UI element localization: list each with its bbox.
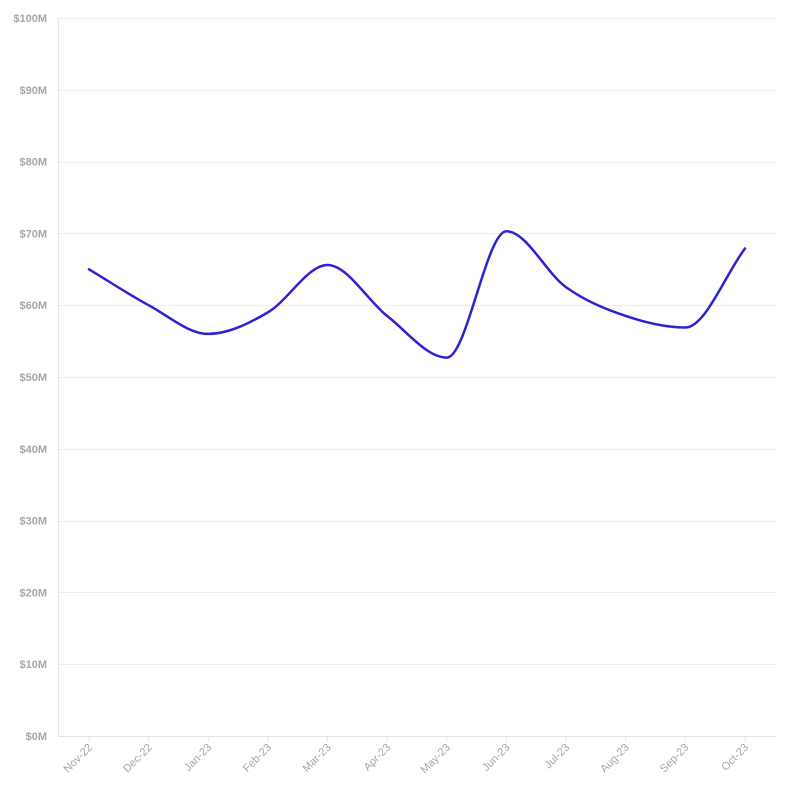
data-point-mar-23 <box>325 262 331 268</box>
series-lines <box>87 230 747 359</box>
y-tick-label: $80M <box>19 157 47 169</box>
grid-lines <box>58 18 776 665</box>
data-point-feb-23 <box>265 309 271 315</box>
data-point-dec-22 <box>146 302 152 308</box>
data-point-jun-23 <box>503 228 509 234</box>
y-axis-tick-labels: $0M $10M $20M $30M $40M $50M $60M $70M $80M $90M $… <box>13 13 47 743</box>
data-point-sep-23 <box>682 324 688 330</box>
y-tick-label: $0M <box>26 731 47 743</box>
x-tick-label: Jan-23 <box>182 742 214 774</box>
y-tick-label: $60M <box>19 300 47 312</box>
x-tick-label: Sep-23 <box>658 742 692 776</box>
y-tick-label: $50M <box>19 372 47 384</box>
x-tick-label: Dec-22 <box>121 742 155 776</box>
data-point-jul-23 <box>563 284 569 290</box>
x-tick-label: Feb-23 <box>241 742 274 775</box>
data-points <box>86 228 748 360</box>
data-point-apr-23 <box>384 313 390 319</box>
data-point-aug-23 <box>623 313 629 319</box>
x-tick-label: Oct-23 <box>719 742 751 774</box>
x-tick-label: Nov-22 <box>62 742 96 776</box>
data-point-nov-22 <box>86 266 92 272</box>
x-tick-label: May-23 <box>419 742 453 776</box>
y-tick-label: $70M <box>19 228 47 240</box>
data-point-oct-23 <box>742 245 748 251</box>
series-line <box>87 230 747 359</box>
y-tick-label: $40M <box>19 444 47 456</box>
y-tick-label: $90M <box>19 85 47 97</box>
axes <box>58 18 776 741</box>
x-tick-label: Jul-23 <box>543 742 573 772</box>
y-tick-label: $30M <box>19 516 47 528</box>
y-tick-label: $100M <box>13 13 47 25</box>
y-tick-label: $10M <box>19 659 47 671</box>
data-point-may-23 <box>444 355 450 361</box>
data-point-jan-23 <box>205 331 211 337</box>
x-axis-tick-labels: Nov-22 Dec-22 Jan-23 Feb-23 Mar-23 Apr-23 May-… <box>62 742 752 776</box>
x-tick-label: Apr-23 <box>361 742 393 774</box>
x-tick-label: Mar-23 <box>301 742 334 775</box>
x-tick-label: Jun-23 <box>480 742 512 774</box>
x-tick-label: Aug-23 <box>598 742 632 776</box>
y-tick-label: $20M <box>19 587 47 599</box>
